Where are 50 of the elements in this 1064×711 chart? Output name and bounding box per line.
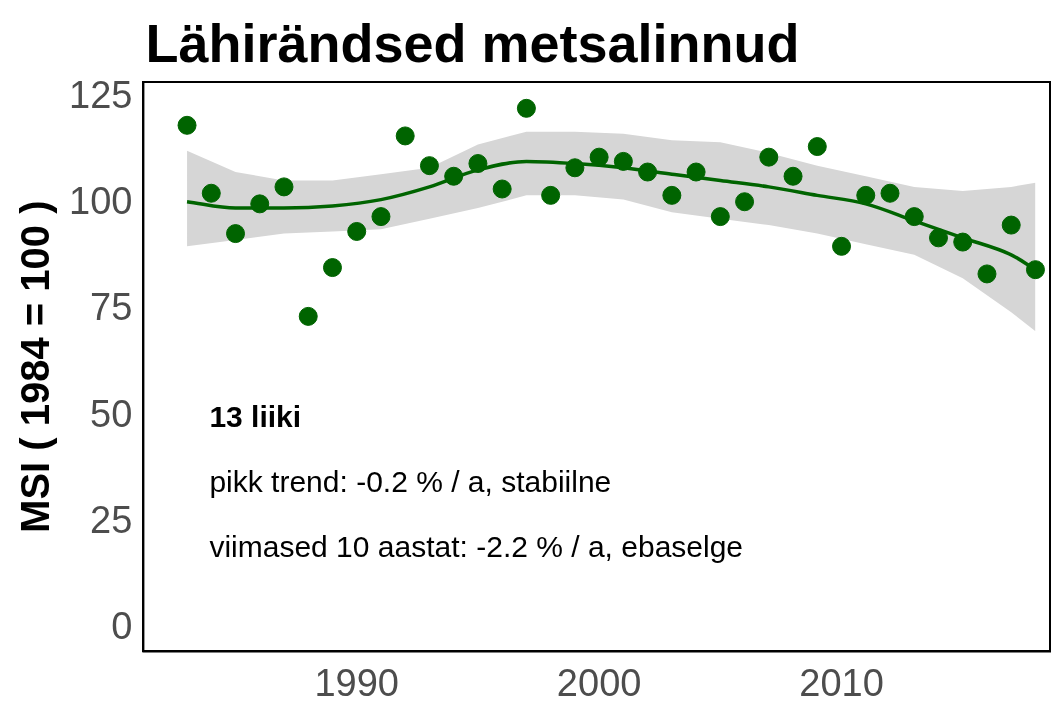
point [1025, 260, 1045, 280]
point [710, 207, 730, 227]
point [759, 147, 779, 167]
point [977, 264, 997, 284]
point [662, 185, 682, 205]
point [516, 98, 536, 118]
point [201, 183, 221, 203]
point [322, 258, 342, 278]
point [856, 185, 876, 205]
point [880, 183, 900, 203]
x-tick-label: 2000 [556, 661, 642, 704]
point [638, 162, 658, 182]
point [565, 158, 585, 178]
point [444, 166, 464, 186]
annotation: viimased 10 aastat: -2.2 % / a, ebaselge [209, 530, 744, 564]
point [735, 192, 755, 212]
point [250, 194, 270, 214]
point [832, 236, 852, 256]
point [928, 228, 948, 248]
point [807, 137, 827, 157]
point [419, 156, 439, 176]
y-tick-label: 0 [111, 604, 133, 647]
y-tick-label: 75 [90, 286, 133, 329]
point [298, 306, 318, 326]
point [953, 232, 973, 252]
x-tick-label: 2010 [799, 661, 884, 704]
point [541, 185, 561, 205]
point [904, 207, 924, 227]
y-tick-label: 125 [69, 74, 133, 117]
y-axis-title: MSI ( 1984 = 100 ) [13, 200, 58, 533]
point [274, 177, 294, 197]
point [371, 207, 391, 227]
point [1001, 215, 1021, 235]
y-tick-label: 50 [90, 392, 133, 435]
chart-title: Lähirändsed metsalinnud [145, 13, 800, 73]
point [226, 224, 246, 244]
point [395, 126, 415, 146]
point [613, 151, 633, 171]
point [177, 115, 197, 135]
point [783, 166, 803, 186]
y-tick-label: 100 [69, 180, 133, 223]
point [686, 162, 706, 182]
point [492, 179, 512, 199]
point [468, 154, 488, 174]
annotation: 13 liiki [209, 400, 302, 434]
point [589, 147, 609, 167]
annotation: pikk trend: -0.2 % / a, stabiilne [209, 465, 612, 499]
y-tick-label: 25 [90, 498, 133, 541]
x-tick-label: 1990 [314, 661, 399, 704]
point [347, 221, 367, 241]
